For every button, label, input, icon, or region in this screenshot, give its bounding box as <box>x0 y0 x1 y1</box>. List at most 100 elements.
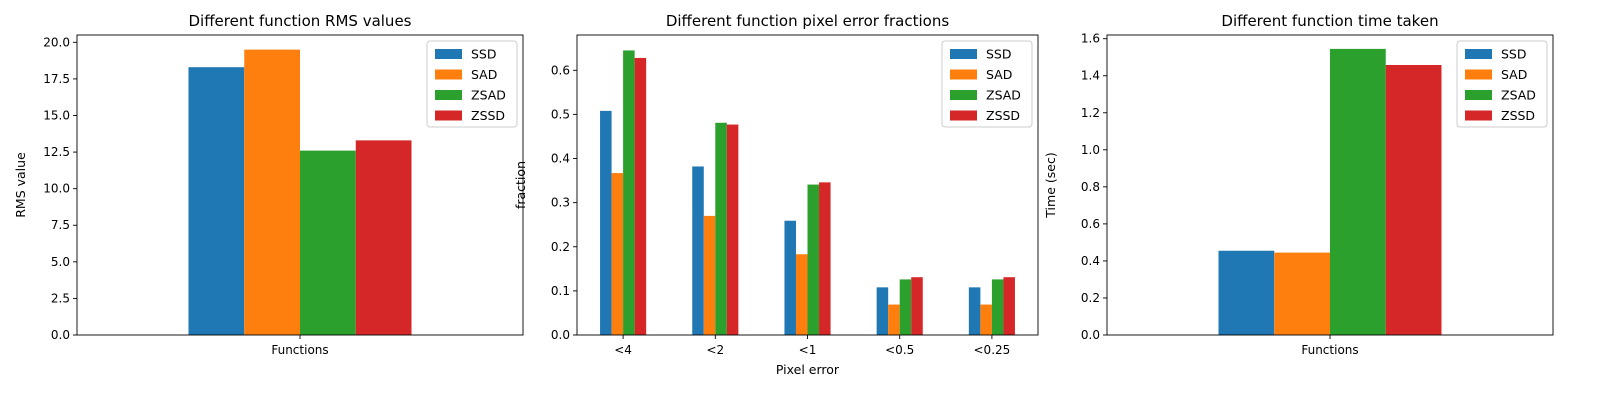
legend-swatch-zsad <box>1465 90 1492 100</box>
legend-label-zsad: ZSAD <box>986 88 1021 103</box>
bar-sad-1 <box>1274 252 1330 335</box>
legend-label-zsad: ZSAD <box>1501 88 1536 103</box>
bar-ssd-1 <box>188 67 245 335</box>
legend-swatch-sad <box>435 69 462 80</box>
bar-zssd-2 <box>726 124 739 335</box>
y-tick-label: 0.6 <box>1081 217 1100 231</box>
bar-ssd-2 <box>692 166 704 335</box>
y-tick-label: 0.4 <box>551 152 570 166</box>
legend-swatch-sad <box>1465 69 1492 80</box>
legend-label-zssd: ZSSD <box>986 108 1020 123</box>
y-tick-label: 0.5 <box>551 107 570 121</box>
bar-sad-2 <box>703 215 716 335</box>
chart-title: Different function time taken <box>1221 12 1438 30</box>
bar-zsad-1 <box>623 50 635 335</box>
bar-zssd-1 <box>1385 65 1442 335</box>
legend: SSD SAD ZSAD ZSSD <box>426 40 518 128</box>
y-tick-label: 0.2 <box>1081 291 1100 305</box>
bar-zsad-4 <box>899 279 912 335</box>
bar-zssd-1 <box>355 140 412 335</box>
y-axis-label: Time (sec) <box>1043 152 1058 218</box>
x-tick-label: Functions <box>1301 343 1358 357</box>
legend-swatch-zssd <box>1465 110 1492 121</box>
x-tick-label: <0.25 <box>974 343 1011 357</box>
x-tick-label: Functions <box>271 343 328 357</box>
legend-swatch-zssd <box>435 110 462 121</box>
legend-swatch-zssd <box>950 110 977 121</box>
y-tick-label: 12.5 <box>43 145 70 159</box>
legend-label-ssd: SSD <box>471 47 497 62</box>
bar-zssd-5 <box>1003 277 1015 335</box>
y-tick-label: 5.0 <box>51 255 70 269</box>
chart-panel-2: 0.0 0.1 0.2 0.3 0.4 0.5 0.6 <4 <2 <1 <0.5 <0.25 Diff… <box>513 12 1039 377</box>
y-tick-label: 0.0 <box>1081 328 1100 342</box>
x-tick-label: <2 <box>706 343 724 357</box>
x-tick-label: <0.5 <box>885 343 914 357</box>
y-tick-label: 1.4 <box>1081 69 1100 83</box>
y-tick-label: 0.2 <box>551 240 570 254</box>
bar-zsad-3 <box>807 184 820 335</box>
legend-label-sad: SAD <box>1501 67 1527 82</box>
legend-label-ssd: SSD <box>986 47 1012 62</box>
bar-zsad-2 <box>715 122 727 335</box>
chart-panel-3: 0.0 0.2 0.4 0.6 0.8 1.0 1.2 1.4 1.6 Functions Diff… <box>1043 12 1554 357</box>
bar-ssd-1 <box>600 110 612 335</box>
legend-swatch-ssd <box>1465 49 1492 59</box>
chart-title: Different function pixel error fractions <box>666 12 950 30</box>
x-tick-label: <4 <box>614 343 632 357</box>
y-tick-label: 17.5 <box>43 72 70 86</box>
bar-ssd-4 <box>876 287 889 335</box>
legend-box <box>941 40 1033 128</box>
bar-sad-1 <box>611 173 624 335</box>
x-axis-label: Pixel error <box>776 362 840 377</box>
legend-box <box>426 40 518 128</box>
legend-label-zssd: ZSSD <box>1501 108 1535 123</box>
chart-title: Different function RMS values <box>189 12 412 30</box>
legend: SSD SAD ZSAD ZSSD <box>941 40 1033 128</box>
x-tick-label: <1 <box>799 343 817 357</box>
y-axis-label: RMS value <box>13 152 28 218</box>
legend-swatch-zsad <box>435 90 462 100</box>
legend-label-zsad: ZSAD <box>471 88 506 103</box>
y-tick-label: 15.0 <box>43 108 70 122</box>
y-tick-label: 20.0 <box>43 35 70 49</box>
bar-zsad-1 <box>1330 48 1386 335</box>
bar-zssd-3 <box>819 182 831 335</box>
y-tick-label: 10.0 <box>43 182 70 196</box>
legend: SSD SAD ZSAD ZSSD <box>1456 40 1548 128</box>
y-tick-label: 2.5 <box>51 291 70 305</box>
bar-ssd-1 <box>1218 250 1275 335</box>
bar-zssd-4 <box>911 277 923 335</box>
y-tick-label: 0.6 <box>551 63 570 77</box>
y-tick-label: 0.3 <box>551 196 570 210</box>
y-tick-label: 0.0 <box>51 328 70 342</box>
legend-swatch-ssd <box>435 49 462 59</box>
bar-sad-3 <box>795 254 808 335</box>
legend-box <box>1456 40 1548 128</box>
bar-ssd-5 <box>968 287 981 335</box>
legend-swatch-sad <box>950 69 977 80</box>
bar-zssd-1 <box>634 57 647 335</box>
bar-ssd-3 <box>784 220 796 335</box>
y-tick-label: 1.6 <box>1081 32 1100 46</box>
legend-label-zssd: ZSSD <box>471 108 505 123</box>
y-tick-label: 0.1 <box>551 284 570 298</box>
legend-swatch-ssd <box>950 49 977 59</box>
y-tick-label: 0.8 <box>1081 180 1100 194</box>
bar-sad-4 <box>888 304 900 335</box>
y-tick-label: 7.5 <box>51 218 70 232</box>
y-tick-label: 1.2 <box>1081 106 1100 120</box>
bar-sad-5 <box>980 304 992 335</box>
bar-zsad-1 <box>300 150 356 335</box>
legend-label-sad: SAD <box>986 67 1012 82</box>
legend-label-sad: SAD <box>471 67 497 82</box>
bar-sad-1 <box>244 49 300 335</box>
chart-panel-1: 0.0 2.5 5.0 7.5 10.0 12.5 15.0 17.5 20.0 Function… <box>13 12 524 357</box>
legend-swatch-zsad <box>950 90 977 100</box>
bar-zsad-5 <box>991 279 1004 335</box>
legend-label-ssd: SSD <box>1501 47 1527 62</box>
y-tick-label: 1.0 <box>1081 143 1100 157</box>
y-axis-label: fraction <box>513 161 528 209</box>
y-tick-label: 0.0 <box>551 328 570 342</box>
